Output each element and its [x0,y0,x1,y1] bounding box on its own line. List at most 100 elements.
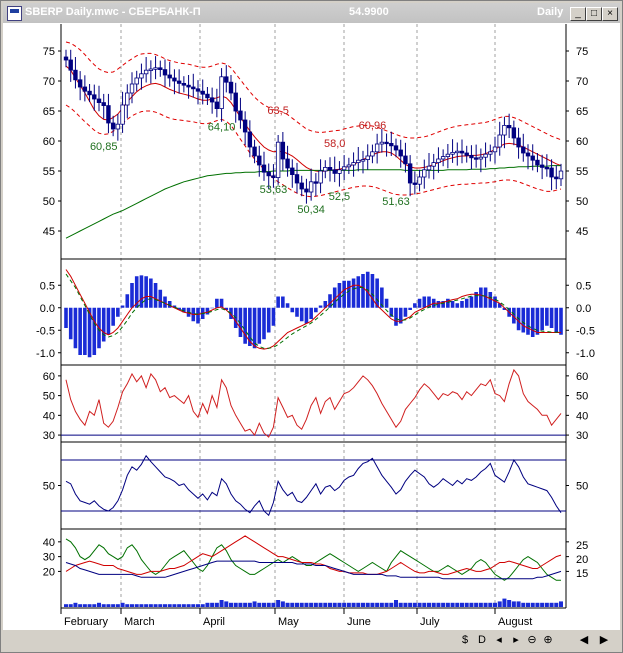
volume-bar [346,602,351,607]
price-candle [308,181,314,193]
price-candle [186,84,191,88]
volume-bar [375,602,380,607]
macd-histogram-bar [332,287,337,308]
volume-bar [431,602,436,607]
volume-bar [299,602,304,607]
data-window-button[interactable]: D [478,634,486,646]
price-annotation: 58,0 [324,138,345,150]
macd-histogram-bar [304,307,309,324]
macd-histogram-bar [125,294,130,308]
macd-histogram-bar [446,298,450,308]
volume-bar [247,602,252,607]
chart-svg[interactable]: February March April May June July August 75 75 7… [3,23,620,630]
volume-bar [262,602,266,607]
envelope-line [65,104,562,198]
macd-histogram-bar [497,303,502,308]
y-tick-label-left: 50 [43,481,55,493]
close-button[interactable]: × [602,7,618,21]
macd-histogram-bar [285,303,290,308]
last-price: 54.9900 [349,6,389,18]
page-right-icon[interactable]: ▶ [599,634,609,646]
volume-bar [163,604,167,607]
volume-bar [511,601,516,607]
volume-bar [106,604,111,607]
macd-histogram-bar [83,307,87,355]
price-candle [96,98,102,103]
price-candle [101,102,106,106]
macd-histogram-bar [116,307,120,317]
volume-bar [535,602,540,607]
volume-bar [398,602,403,607]
volume-bar [328,602,332,607]
maximize-button[interactable]: □ [586,7,602,21]
volume-bar [502,598,507,607]
volume-bar [313,602,318,607]
price-candle [389,143,394,147]
macd-histogram-bar [106,307,111,335]
price-candle [403,155,408,165]
volume-bar [530,602,535,607]
volume-bar [87,604,92,607]
macd-histogram-bar [130,283,134,308]
price-annotation: 60,85 [90,141,118,153]
volume-bar [115,604,120,607]
price-candle [242,119,248,133]
scroll-right-icon[interactable]: ▸ [513,634,519,646]
price-candle [539,164,545,168]
stochastic-line [65,454,562,517]
volume-bar [191,604,196,607]
price-candle [341,166,347,171]
y-tick-label-right: 20 [576,554,588,566]
price-candle [299,182,304,190]
chart-area[interactable]: February March April May June July August 75 75 7… [3,23,620,630]
volume-bar [417,602,422,607]
macd-histogram-bar [493,296,497,308]
price-candle [92,94,97,100]
price-candle [436,158,441,163]
minimize-button[interactable]: _ [570,7,586,21]
page-left-icon[interactable]: ◀ [579,634,589,646]
chart-window-icon [7,6,22,21]
volume-bar [540,602,545,607]
volume-bar [356,602,361,607]
price-candle [158,67,163,70]
macd-histogram-bar [502,307,507,310]
macd-histogram-bar [427,296,431,308]
price-candle [257,155,262,166]
volume-bar [238,602,243,607]
volume-bar [493,602,497,607]
volume-bar [455,602,460,607]
zoom-out-icon[interactable]: ⊖ [527,634,537,646]
adx-line [65,538,561,581]
y-tick-label-right: 45 [576,226,588,238]
macd-histogram-bar [526,307,530,335]
rsi-line [65,368,562,438]
macd-histogram-bar [177,307,181,310]
price-candle [162,69,168,76]
macd-histogram-bar [436,301,441,308]
y-tick-label-left: 65 [43,106,55,118]
zoom-in-icon[interactable]: ⊕ [543,634,553,646]
macd-histogram-bar [73,307,78,349]
volume-bar [139,604,144,607]
scroll-icon[interactable]: $ [461,634,469,646]
volume-bar [332,602,337,607]
volume-bar [478,602,483,607]
y-tick-label-left: -0.5 [36,325,55,337]
macd-histogram-bar [318,305,323,308]
y-tick-label-left: 50 [43,196,55,208]
volume-bar [285,602,290,607]
month-label: August [498,616,532,628]
macd-histogram-bar [243,307,247,344]
price-candle [492,146,498,153]
scroll-left-icon[interactable]: ◂ [496,634,502,646]
price-candle [544,166,550,170]
title-bar[interactable]: SBERP Daily.mwc - СБЕРБАНК-П 54.9900 Dai… [3,3,620,23]
price-candle [483,153,488,158]
macd-histogram-bar [356,276,361,308]
price-annotation: 50,34 [297,204,325,216]
macd-histogram-bar [347,280,351,308]
macd-histogram-bar [120,305,125,308]
price-candle [393,145,399,151]
volume-bar [554,602,559,607]
